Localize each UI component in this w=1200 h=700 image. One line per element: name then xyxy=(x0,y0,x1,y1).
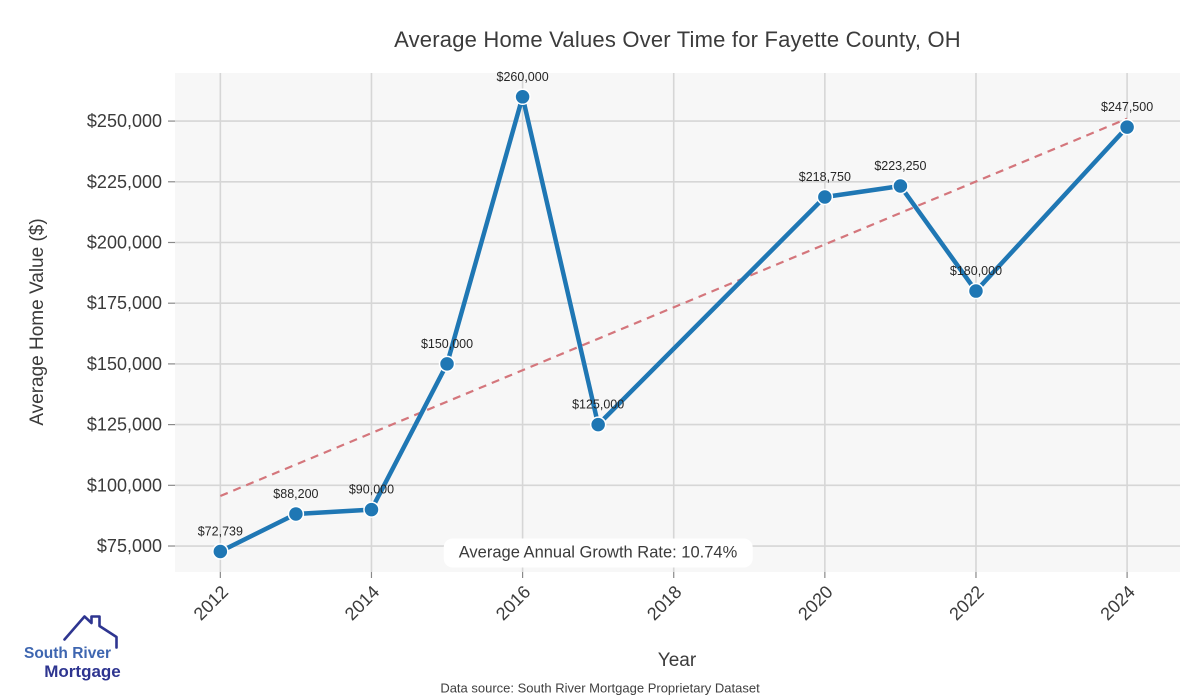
series-line xyxy=(218,94,1130,554)
svg-text:$250,000: $250,000 xyxy=(87,111,162,131)
svg-text:2016: 2016 xyxy=(492,582,534,624)
data-source-footer: Data source: South River Mortgage Propri… xyxy=(440,680,760,696)
data-point-labels: $72,739 $88,200 $90,000 $150,000 $260,000 $12… xyxy=(198,70,1153,539)
svg-text:2024: 2024 xyxy=(1096,582,1138,624)
svg-text:$90,000: $90,000 xyxy=(349,483,394,497)
svg-text:$72,739: $72,739 xyxy=(198,525,243,539)
logo-brand-name: South River xyxy=(24,645,111,662)
svg-text:$75,000: $75,000 xyxy=(97,536,162,556)
x-axis-title: Year xyxy=(657,650,697,671)
svg-text:$175,000: $175,000 xyxy=(87,293,162,313)
data-point-markers xyxy=(212,88,1136,560)
x-tick-labels: 2012 2014 2016 2018 2020 2022 2024 xyxy=(190,582,1139,624)
svg-text:2012: 2012 xyxy=(190,582,232,624)
tick-marks xyxy=(168,120,1128,578)
y-axis-title: Average Home Value ($) xyxy=(27,218,48,426)
svg-text:$125,000: $125,000 xyxy=(87,415,162,435)
plot-area xyxy=(175,73,1180,572)
svg-text:$225,000: $225,000 xyxy=(87,172,162,192)
svg-text:2020: 2020 xyxy=(794,582,836,624)
svg-text:$88,200: $88,200 xyxy=(273,487,318,501)
svg-text:$125,000: $125,000 xyxy=(572,398,624,412)
svg-text:$150,000: $150,000 xyxy=(87,354,162,374)
svg-text:$150,000: $150,000 xyxy=(421,337,473,351)
y-tick-labels: $75,000 $100,000 $125,000 $150,000 $175,000 $… xyxy=(87,111,162,556)
svg-text:2018: 2018 xyxy=(643,582,685,624)
svg-text:$247,500: $247,500 xyxy=(1101,100,1153,114)
svg-text:$223,250: $223,250 xyxy=(874,159,926,173)
trend-line xyxy=(219,117,1128,498)
svg-text:$260,000: $260,000 xyxy=(497,70,549,84)
svg-text:$218,750: $218,750 xyxy=(799,170,851,184)
svg-text:$180,000: $180,000 xyxy=(950,264,1002,278)
growth-rate-annotation: Average Annual Growth Rate: 10.74% xyxy=(443,538,753,568)
brand-logo: South River Mortgage xyxy=(0,610,160,695)
svg-text:$200,000: $200,000 xyxy=(87,232,162,252)
gridlines xyxy=(175,73,1180,572)
svg-text:$100,000: $100,000 xyxy=(87,475,162,495)
logo-brand-word: Mortgage xyxy=(44,662,121,681)
svg-text:2022: 2022 xyxy=(945,582,987,624)
house-icon xyxy=(63,615,118,649)
svg-text:2014: 2014 xyxy=(341,582,383,624)
chart-title: Average Home Values Over Time for Fayett… xyxy=(394,27,961,52)
